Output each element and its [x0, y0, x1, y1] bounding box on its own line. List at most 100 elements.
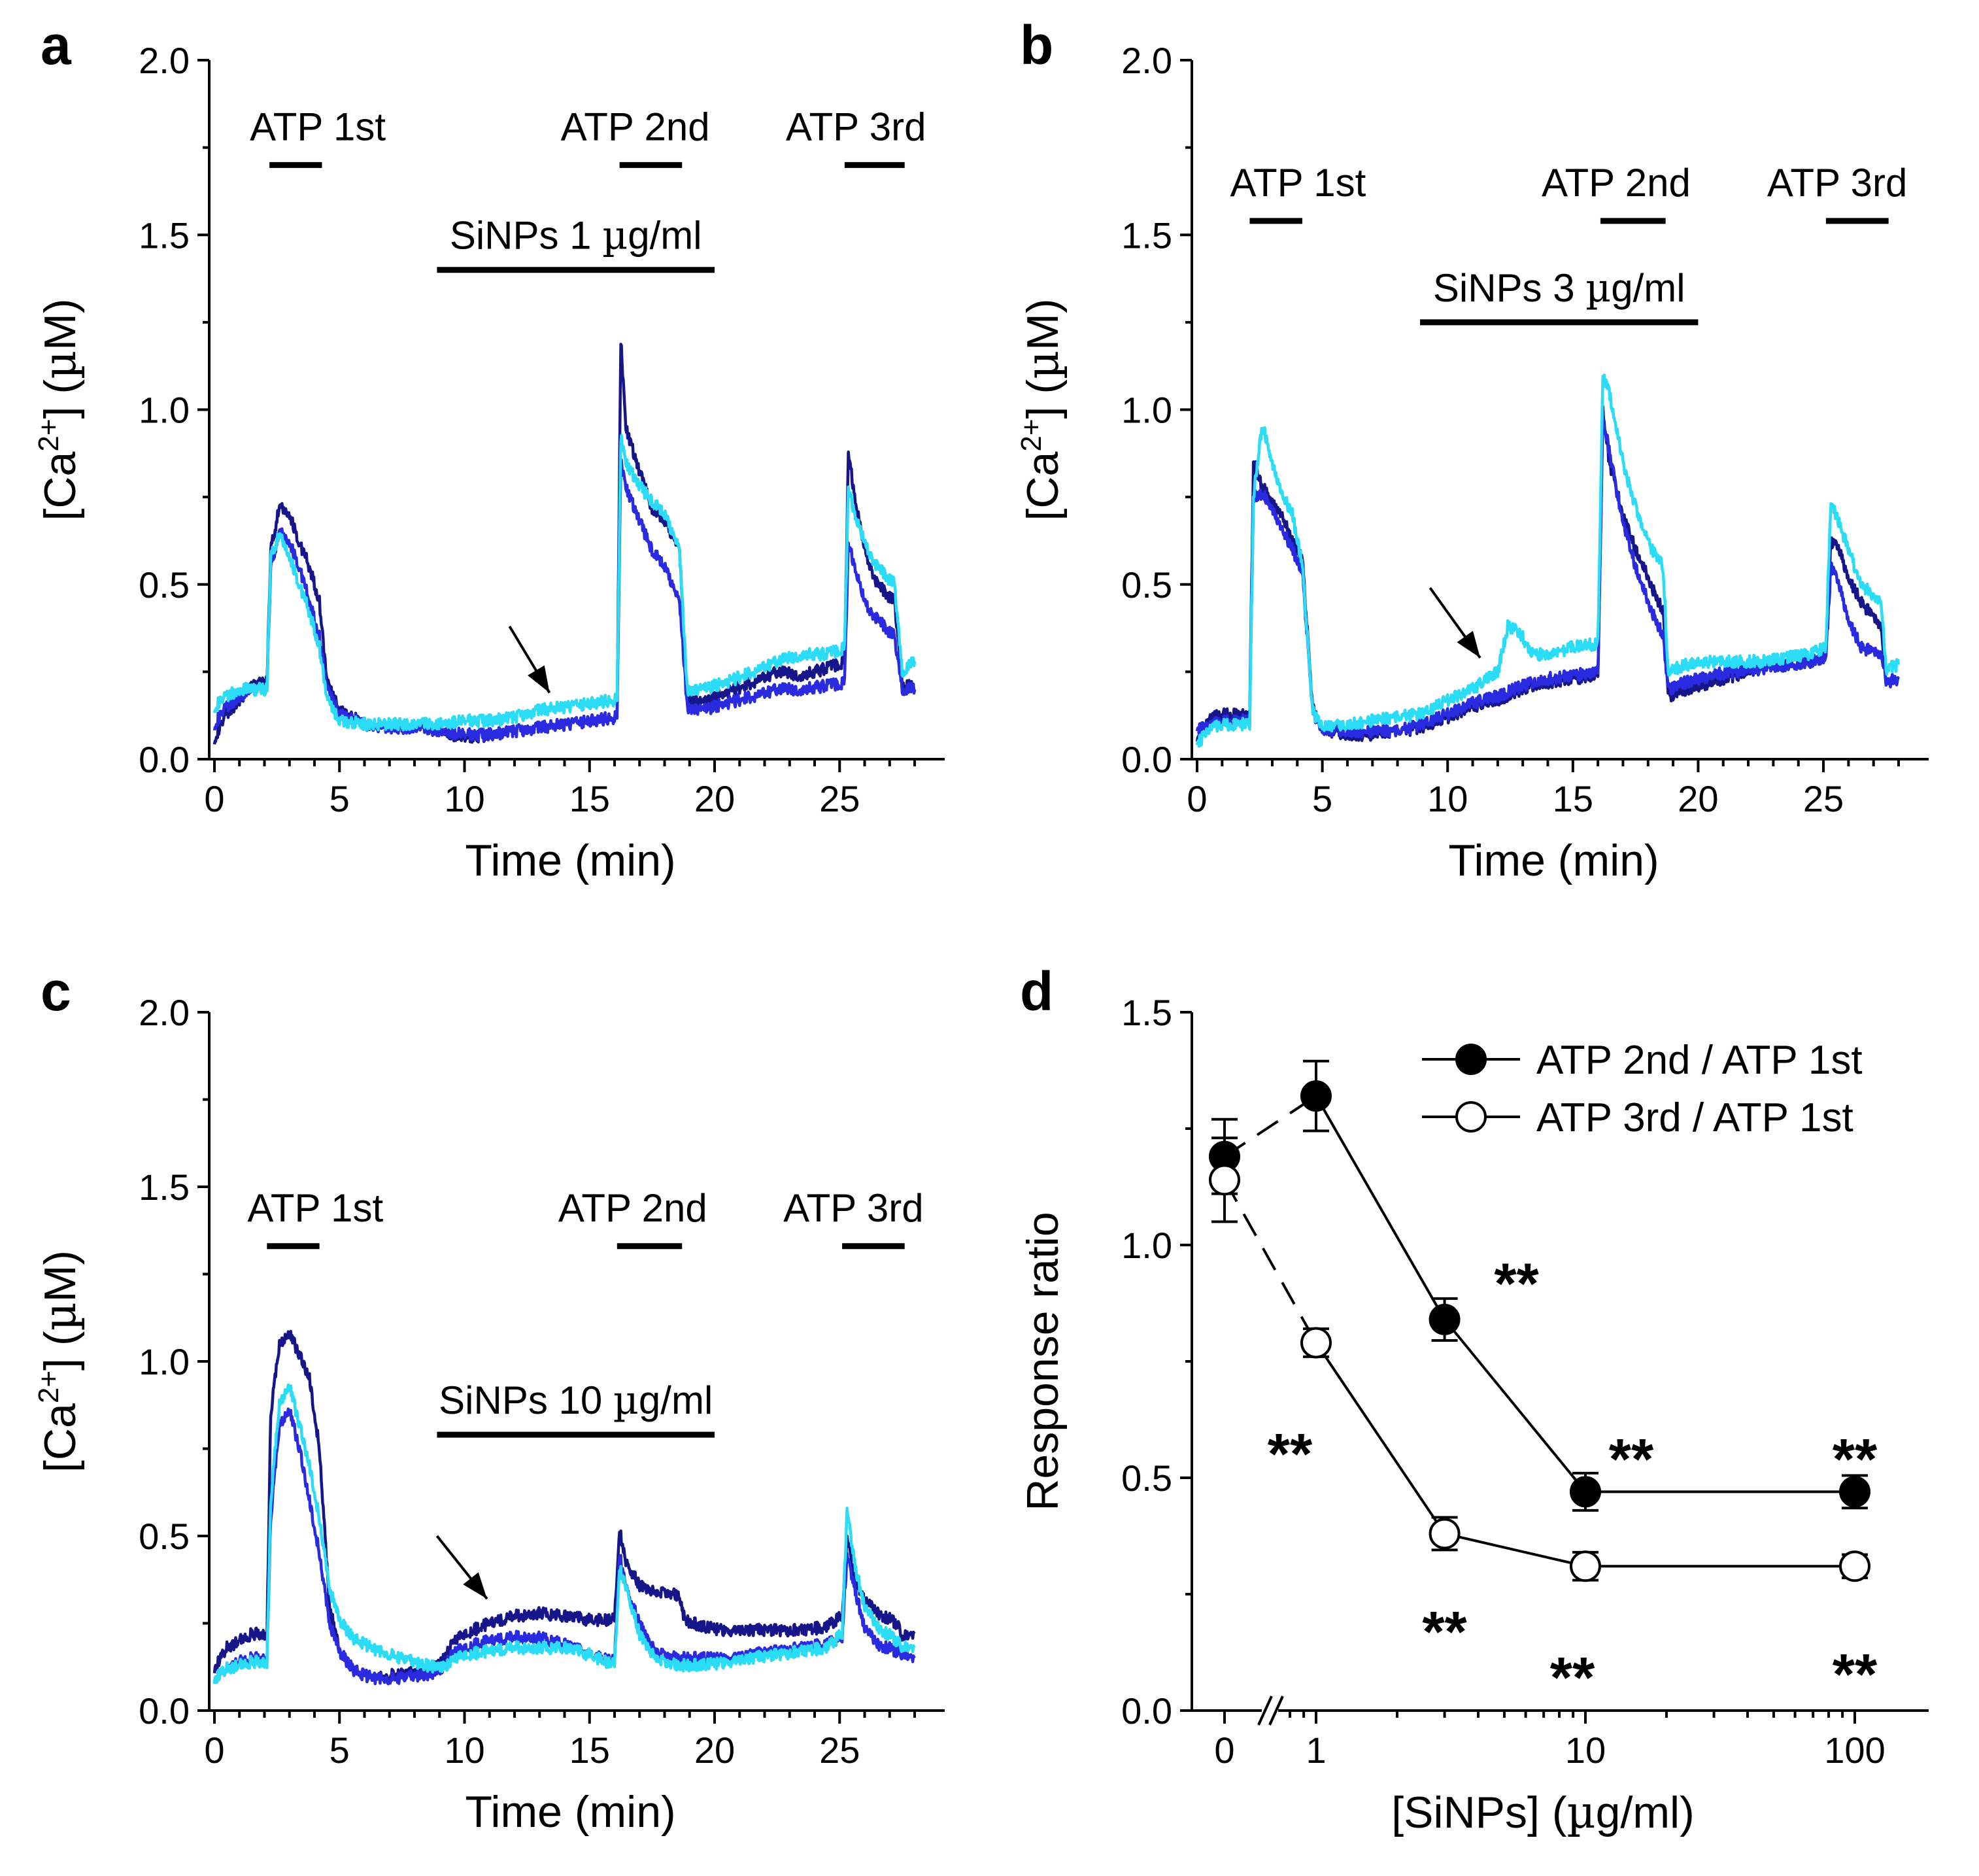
y-axis-label-part: M): [1018, 299, 1068, 350]
y-tick-label: 1.5: [1121, 992, 1172, 1033]
atp-label: ATP 1st: [250, 105, 386, 148]
legend-label: ATP 3rd / ATP 1st: [1536, 1095, 1853, 1140]
x-tick-label: 5: [330, 1730, 350, 1771]
traces: [1195, 373, 1901, 748]
x-axis-label: Time (min): [1448, 836, 1659, 885]
x-tick-label: 15: [1553, 778, 1593, 819]
panel-b: b 0.0 0.5 1.0 1.5 2.0 0 5 10 15 20 25 Time (min) [Ca…: [1015, 14, 1929, 885]
x-tick-label: 15: [569, 1730, 610, 1771]
data-point: [1300, 1327, 1332, 1359]
sinps-label-part: g/ml: [639, 1378, 713, 1422]
y-tick-label: 1.5: [1121, 214, 1172, 256]
series-atp2: [1209, 1059, 1870, 1512]
x-tick-label: 25: [1803, 778, 1844, 819]
arrow-head: [1457, 630, 1481, 658]
y-axis-label-part: ] (: [1018, 379, 1068, 419]
traces: [212, 1329, 916, 1686]
y-axis-label-part: 2+: [33, 418, 65, 451]
legend-marker: [1455, 1044, 1487, 1075]
significance-stars: **: [1268, 1422, 1313, 1486]
x-tick-label: 20: [694, 778, 735, 819]
legend-label: ATP 2nd / ATP 1st: [1536, 1038, 1863, 1083]
y-axis-label-part: ] (: [35, 1331, 85, 1371]
y-axis-label: [Ca2+] (µM): [1015, 299, 1069, 521]
atp-label: ATP 3rd: [783, 1186, 924, 1230]
sinps-label: SiNPs 3 µg/ml: [1433, 265, 1685, 311]
y-tick-label: 0.0: [1121, 1690, 1172, 1731]
data-point: [1429, 1518, 1461, 1550]
significance-stars: **: [1833, 1426, 1878, 1491]
y-tick-label: 0.5: [1121, 564, 1172, 605]
sinps-label-part: SiNPs 10: [439, 1378, 613, 1422]
series-atp3: [1209, 1136, 1870, 1582]
x-tick-label: 15: [569, 778, 610, 819]
significance-stars: **: [1494, 1251, 1539, 1316]
x-tick-label: 1: [1306, 1730, 1326, 1771]
panel-letter-c: c: [41, 961, 71, 1022]
panel-d: d 0.0 0.5 1.0 1.5 0 1 10 100 [SiNPs] (µg/ml) Resp…: [1018, 961, 1929, 1839]
y-axis-label: [Ca2+] (µM): [33, 1250, 86, 1473]
legend-marker: [1455, 1101, 1487, 1133]
sinps-label-part: µ: [613, 1378, 639, 1424]
atp-label: ATP 1st: [1230, 161, 1366, 205]
y-tick-label: 0.0: [139, 739, 190, 780]
traces: [212, 343, 917, 745]
x-tick-label: 20: [1678, 778, 1718, 819]
x-axis-label-part: g/ml): [1596, 1788, 1695, 1837]
data-point: [1429, 1303, 1461, 1335]
axis-break: [1268, 1696, 1284, 1726]
panel-letter-a: a: [41, 14, 72, 76]
data-point: [1570, 1476, 1601, 1508]
x-axis-label-part: µ: [1566, 1787, 1595, 1839]
atp-label: ATP 2nd: [561, 105, 710, 148]
sinps-label: SiNPs 1 µg/ml: [450, 213, 702, 259]
y-tick-label: 2.0: [1121, 40, 1172, 81]
series-line-segment: [1223, 1095, 1317, 1158]
x-tick-label: 0: [1214, 1730, 1234, 1771]
x-tick-label: 0: [204, 778, 224, 819]
atp-label: ATP 2nd: [558, 1186, 707, 1230]
y-tick-label: 0.0: [139, 1690, 190, 1731]
y-axis-label-part: M): [35, 299, 85, 350]
data-point: [1209, 1164, 1240, 1196]
trace-blue: [212, 458, 917, 743]
x-tick-label: 5: [1312, 778, 1332, 819]
sinps-label-part: g/ml: [1611, 266, 1685, 310]
x-axis-label: Time (min): [465, 1787, 675, 1837]
arrow-head: [463, 1572, 487, 1599]
trace-dark-navy: [212, 1329, 916, 1686]
y-tick-label: 0.0: [1121, 739, 1172, 780]
y-axis-label-part: [Ca: [1018, 451, 1068, 520]
y-tick-label: 0.5: [139, 1516, 190, 1557]
sinps-label-part: µ: [1585, 265, 1611, 311]
sinps-label-part: g/ml: [628, 214, 702, 258]
atp-label: ATP 3rd: [786, 105, 926, 148]
y-axis-label-part: µ: [1017, 350, 1069, 379]
atp-label: ATP 2nd: [1542, 161, 1691, 205]
y-tick-label: 2.0: [139, 992, 190, 1033]
y-tick-label: 2.0: [139, 40, 190, 81]
x-tick-label: 100: [1824, 1730, 1885, 1771]
panel-letter-b: b: [1020, 14, 1053, 76]
arrow-head: [528, 665, 550, 693]
trace-cyan: [1195, 373, 1901, 748]
y-axis-label-part: M): [35, 1250, 85, 1302]
y-axis-label-part: ] (: [35, 379, 85, 419]
sinps-label-part: SiNPs 3: [1433, 266, 1585, 310]
y-axis-label-part: [Ca: [35, 1403, 85, 1473]
y-axis-label-part: 2+: [1015, 418, 1047, 451]
y-tick-label: 1.5: [139, 214, 190, 256]
x-tick-label: 10: [1565, 1730, 1606, 1771]
y-tick-label: 1.5: [139, 1167, 190, 1208]
y-tick-label: 0.5: [139, 564, 190, 605]
series-line-segment: [1315, 1342, 1446, 1535]
series-line-segment: [1444, 1532, 1586, 1568]
x-tick-label: 25: [819, 778, 860, 819]
x-axis-label: Time (min): [465, 836, 675, 885]
x-tick-label: 0: [1187, 778, 1207, 819]
y-tick-label: 1.0: [139, 390, 190, 431]
x-tick-label: 10: [444, 1730, 484, 1771]
x-tick-label: 5: [330, 778, 350, 819]
series-line-segment: [1315, 1095, 1446, 1320]
